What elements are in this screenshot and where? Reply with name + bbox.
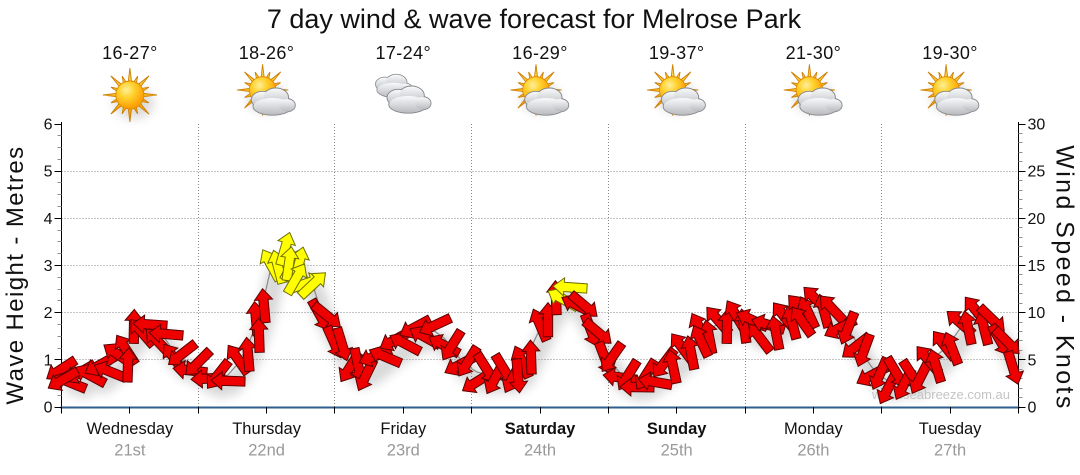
svg-text:17-24°: 17-24° [375,43,431,63]
svg-text:25: 25 [1028,164,1046,181]
svg-text:Saturday: Saturday [505,420,576,438]
svg-text:27th: 27th [934,442,966,460]
svg-text:Tuesday: Tuesday [919,420,982,438]
svg-text:18-26°: 18-26° [239,43,295,63]
svg-text:20: 20 [1028,211,1046,228]
svg-text:Friday: Friday [380,420,427,438]
svg-text:0: 0 [1028,400,1037,417]
svg-text:21-30°: 21-30° [786,43,842,63]
svg-text:Wednesday: Wednesday [86,420,174,438]
svg-text:10: 10 [1028,305,1046,322]
svg-text:16-29°: 16-29° [512,43,568,63]
svg-text:30: 30 [1028,117,1046,134]
svg-text:Wind Speed - Knots: Wind Speed - Knots [1051,145,1079,411]
svg-text:7 day wind & wave forecast for: 7 day wind & wave forecast for Melrose P… [267,4,802,34]
svg-text:5: 5 [1028,352,1037,369]
svg-text:19-37°: 19-37° [649,43,705,63]
svg-text:22nd: 22nd [248,442,285,460]
svg-text:21st: 21st [114,442,146,460]
svg-text:3: 3 [44,258,53,275]
svg-text:Wave Height - Metres: Wave Height - Metres [2,145,29,404]
svg-text:Monday: Monday [784,420,843,438]
svg-text:0: 0 [44,400,53,417]
svg-text:19-30°: 19-30° [922,43,978,63]
svg-text:4: 4 [44,211,53,228]
svg-text:26th: 26th [797,442,829,460]
svg-text:25th: 25th [661,442,693,460]
svg-text:15: 15 [1028,258,1046,275]
svg-text:6: 6 [44,117,53,134]
svg-text:Sunday: Sunday [647,420,707,438]
svg-text:Thursday: Thursday [232,420,302,438]
svg-text:16-27°: 16-27° [102,43,158,63]
svg-text:23rd: 23rd [387,442,420,460]
svg-text:2: 2 [44,305,53,322]
svg-text:1: 1 [44,352,53,369]
svg-text:24th: 24th [524,442,556,460]
svg-text:5: 5 [44,164,53,181]
